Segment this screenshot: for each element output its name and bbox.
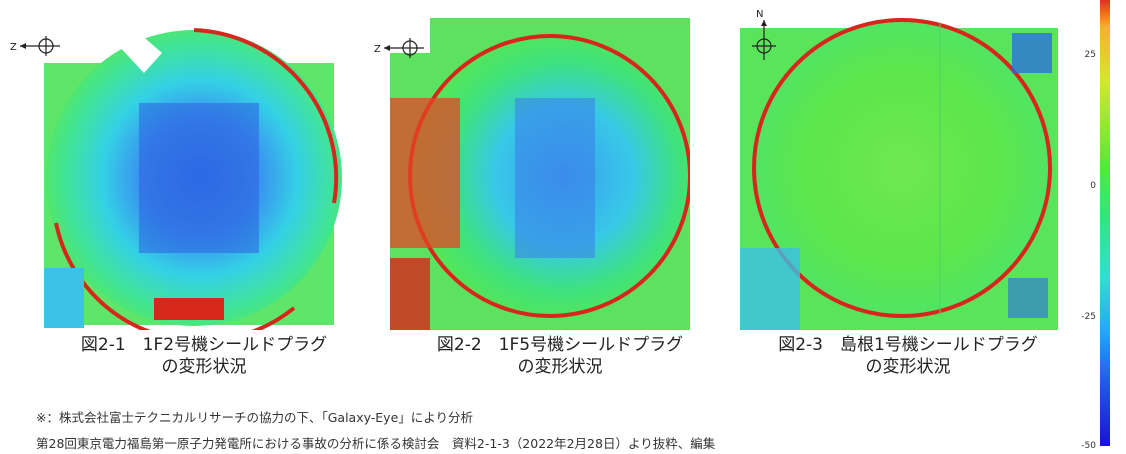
caption-1-line2: の変形状況 [161, 357, 247, 377]
compass-icon: N [744, 8, 784, 62]
svg-text:Z: Z [374, 44, 381, 55]
color-scale-tick: 0 [1090, 181, 1096, 191]
caption-1-line1: 図2-1 1F2号機シールドプラグ [80, 335, 328, 355]
color-scale-tick: -50 [1081, 441, 1096, 451]
color-scale-tick: -25 [1081, 312, 1096, 322]
figure-caption-2: 図2-2 1F5号機シールドプラグ の変形状況 [400, 334, 720, 378]
caption-3-line1: 図2-3 島根1号機シールドプラグ [778, 335, 1038, 355]
deformation-map-shimane1-image [740, 18, 1058, 330]
figure-caption-1: 図2-1 1F2号機シールドプラグ の変形状況 [44, 334, 364, 378]
compass-icon: Z [8, 34, 68, 58]
deformation-map-1f5 [390, 8, 690, 330]
compass-icon: Z [372, 36, 432, 60]
svg-text:Z: Z [10, 42, 17, 53]
deformation-map-1f2 [44, 8, 344, 330]
deformation-map-1f5-image [390, 18, 690, 330]
caption-2-line2: の変形状況 [517, 357, 603, 377]
deformation-map-shimane1 [740, 8, 1058, 330]
caption-3-line2: の変形状況 [865, 357, 951, 377]
caption-2-line1: 図2-2 1F5号機シールドプラグ [436, 335, 684, 355]
compass-north-label: N [756, 9, 763, 20]
color-scale-bar [1100, 0, 1110, 446]
color-scale-tick: 25 [1084, 50, 1096, 60]
source-note-analysis: ※：株式会社富士テクニカルリサーチの協力の下、「Galaxy-Eye」により分析 [36, 410, 474, 425]
figure-caption-3: 図2-3 島根1号機シールドプラグ の変形状況 [748, 334, 1068, 378]
deformation-map-1f2-image [44, 28, 344, 330]
source-note-reference: 第28回東京電力福島第一原子力発電所における事故の分析に係る検討会 資料2-1-… [36, 436, 716, 451]
